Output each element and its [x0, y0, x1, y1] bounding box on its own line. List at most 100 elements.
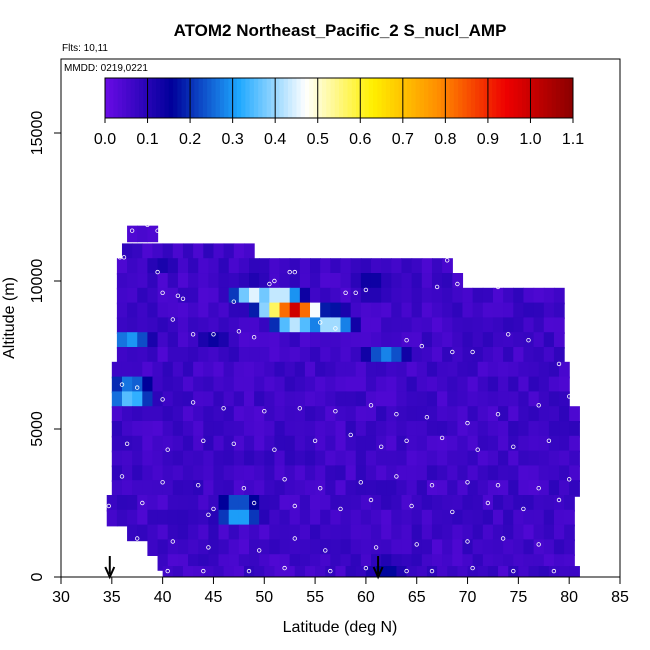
- colorbar-swatch: [551, 78, 557, 118]
- heatmap-cell: [528, 480, 540, 497]
- heatmap-cell: [518, 376, 530, 394]
- heatmap-cell: [203, 480, 215, 497]
- heatmap-cell: [345, 566, 357, 577]
- colorbar-swatch: [224, 78, 229, 118]
- heatmap-cell: [416, 361, 428, 379]
- sample-point: [201, 438, 206, 443]
- heatmap-cell: [401, 317, 413, 334]
- sample-point: [404, 568, 409, 574]
- heatmap-cell: [198, 347, 209, 364]
- sample-point: [348, 432, 353, 438]
- heatmap-cell: [340, 347, 352, 364]
- heatmap-cell: [188, 287, 199, 305]
- heatmap-cell: [172, 406, 184, 423]
- heatmap-cell: [345, 465, 357, 482]
- colorbar-tick-label: 0.4: [264, 131, 286, 148]
- heatmap-cell: [289, 509, 301, 527]
- heatmap-cell: [569, 566, 580, 577]
- heatmap-cell: [518, 435, 530, 453]
- heatmap-cell: [559, 465, 570, 482]
- colorbar-swatch: [483, 78, 489, 118]
- heatmap-cell: [492, 524, 504, 542]
- heatmap-cell: [177, 554, 189, 571]
- heatmap-cell: [431, 302, 443, 320]
- heatmap-cell: [370, 287, 382, 305]
- colorbar-swatch: [487, 78, 493, 118]
- heatmap-cell: [304, 566, 316, 577]
- heatmap-cell: [533, 332, 545, 349]
- colorbar-swatch: [270, 78, 276, 118]
- heatmap-cell: [157, 509, 169, 527]
- colorbar-swatch: [445, 78, 451, 118]
- heatmap-cell: [538, 391, 550, 408]
- heatmap-cell: [548, 450, 560, 468]
- heatmap-cell: [198, 258, 209, 275]
- heatmap-cell: [401, 509, 413, 527]
- sample-point: [134, 536, 140, 541]
- heatmap-cell: [477, 421, 489, 438]
- heatmap-cell: [396, 480, 408, 497]
- colorbar-swatch: [339, 78, 344, 118]
- heatmap-cell: [498, 566, 509, 577]
- heatmap-cell: [569, 450, 580, 468]
- heatmap-cell: [559, 480, 570, 497]
- colorbar-swatch: [296, 78, 302, 118]
- heatmap-cell: [218, 273, 230, 290]
- heatmap-cell: [132, 406, 143, 423]
- heatmap-cell: [193, 406, 204, 423]
- heatmap-cell: [487, 421, 499, 438]
- heatmap-cell: [274, 421, 286, 438]
- heatmap-cell: [116, 332, 128, 349]
- heatmap-cell: [157, 347, 169, 364]
- colorbar-swatch: [164, 78, 170, 118]
- sample-point: [201, 568, 206, 574]
- heatmap-cell: [528, 406, 540, 423]
- heatmap-cell: [198, 495, 209, 512]
- heatmap-cell: [350, 539, 362, 556]
- x-axis-label: Latitude (deg N): [283, 619, 398, 636]
- heatmap-cell: [447, 480, 458, 497]
- heatmap-cell: [518, 406, 530, 423]
- heatmap-cell: [553, 539, 565, 556]
- heatmap-cell: [365, 450, 377, 468]
- heatmap-cell: [396, 450, 408, 468]
- heatmap-cell: [127, 332, 138, 349]
- heatmap-cell: [381, 539, 392, 556]
- heatmap-cell: [401, 554, 413, 571]
- colorbar-swatch: [394, 78, 400, 118]
- heatmap-cell: [259, 317, 270, 334]
- heatmap-cell: [259, 509, 270, 527]
- heatmap-cell: [320, 509, 331, 527]
- heatmap-cell: [543, 539, 555, 556]
- heatmap-cell: [208, 332, 220, 349]
- heatmap-cell: [477, 406, 489, 423]
- heatmap-cell: [411, 524, 423, 542]
- heatmap-cell: [269, 495, 281, 512]
- heatmap-cell: [228, 302, 240, 320]
- colorbar-swatch: [530, 78, 536, 118]
- heatmap-cell: [121, 243, 133, 260]
- heatmap-cell: [167, 287, 179, 305]
- heatmap-cell: [492, 317, 504, 334]
- heatmap-cell: [203, 376, 215, 394]
- sample-point: [506, 332, 511, 337]
- colorbar-swatch: [109, 78, 114, 118]
- heatmap-cell: [548, 391, 560, 408]
- heatmap-cell: [564, 495, 575, 512]
- heatmap-cell: [335, 391, 347, 408]
- heatmap-cell: [249, 509, 260, 527]
- heatmap-cell: [310, 539, 321, 556]
- heatmap-cell: [528, 391, 540, 408]
- heatmap-cell: [523, 332, 535, 349]
- heatmap-cell: [340, 524, 352, 542]
- heatmap-cell: [279, 509, 291, 527]
- heatmap-cell: [243, 450, 255, 468]
- sample-point: [556, 361, 562, 367]
- heatmap-cell: [289, 495, 301, 512]
- heatmap-cell: [548, 406, 560, 423]
- heatmap-cell: [279, 524, 291, 542]
- heatmap-cell: [370, 509, 382, 527]
- heatmap-cell: [365, 391, 377, 408]
- heatmap-cell: [391, 287, 403, 305]
- heatmap-cell: [376, 465, 387, 482]
